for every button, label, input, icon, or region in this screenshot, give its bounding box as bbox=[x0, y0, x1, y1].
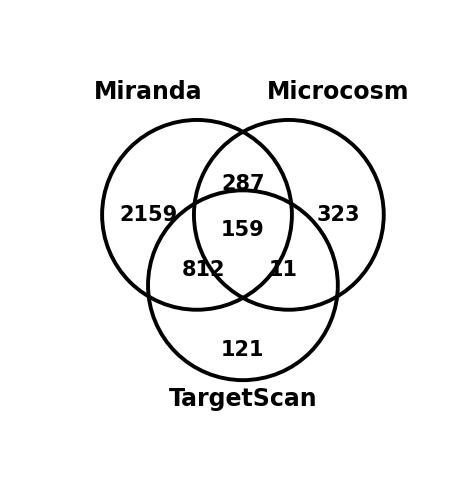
Text: 287: 287 bbox=[221, 174, 264, 194]
Text: Microcosm: Microcosm bbox=[266, 80, 409, 104]
Text: 323: 323 bbox=[316, 205, 360, 225]
Text: 2159: 2159 bbox=[119, 205, 177, 225]
Text: 121: 121 bbox=[221, 339, 264, 360]
Text: TargetScan: TargetScan bbox=[169, 386, 317, 410]
Text: 159: 159 bbox=[221, 220, 265, 240]
Text: Miranda: Miranda bbox=[94, 80, 202, 104]
Text: 11: 11 bbox=[268, 260, 297, 280]
Text: 812: 812 bbox=[182, 260, 225, 280]
